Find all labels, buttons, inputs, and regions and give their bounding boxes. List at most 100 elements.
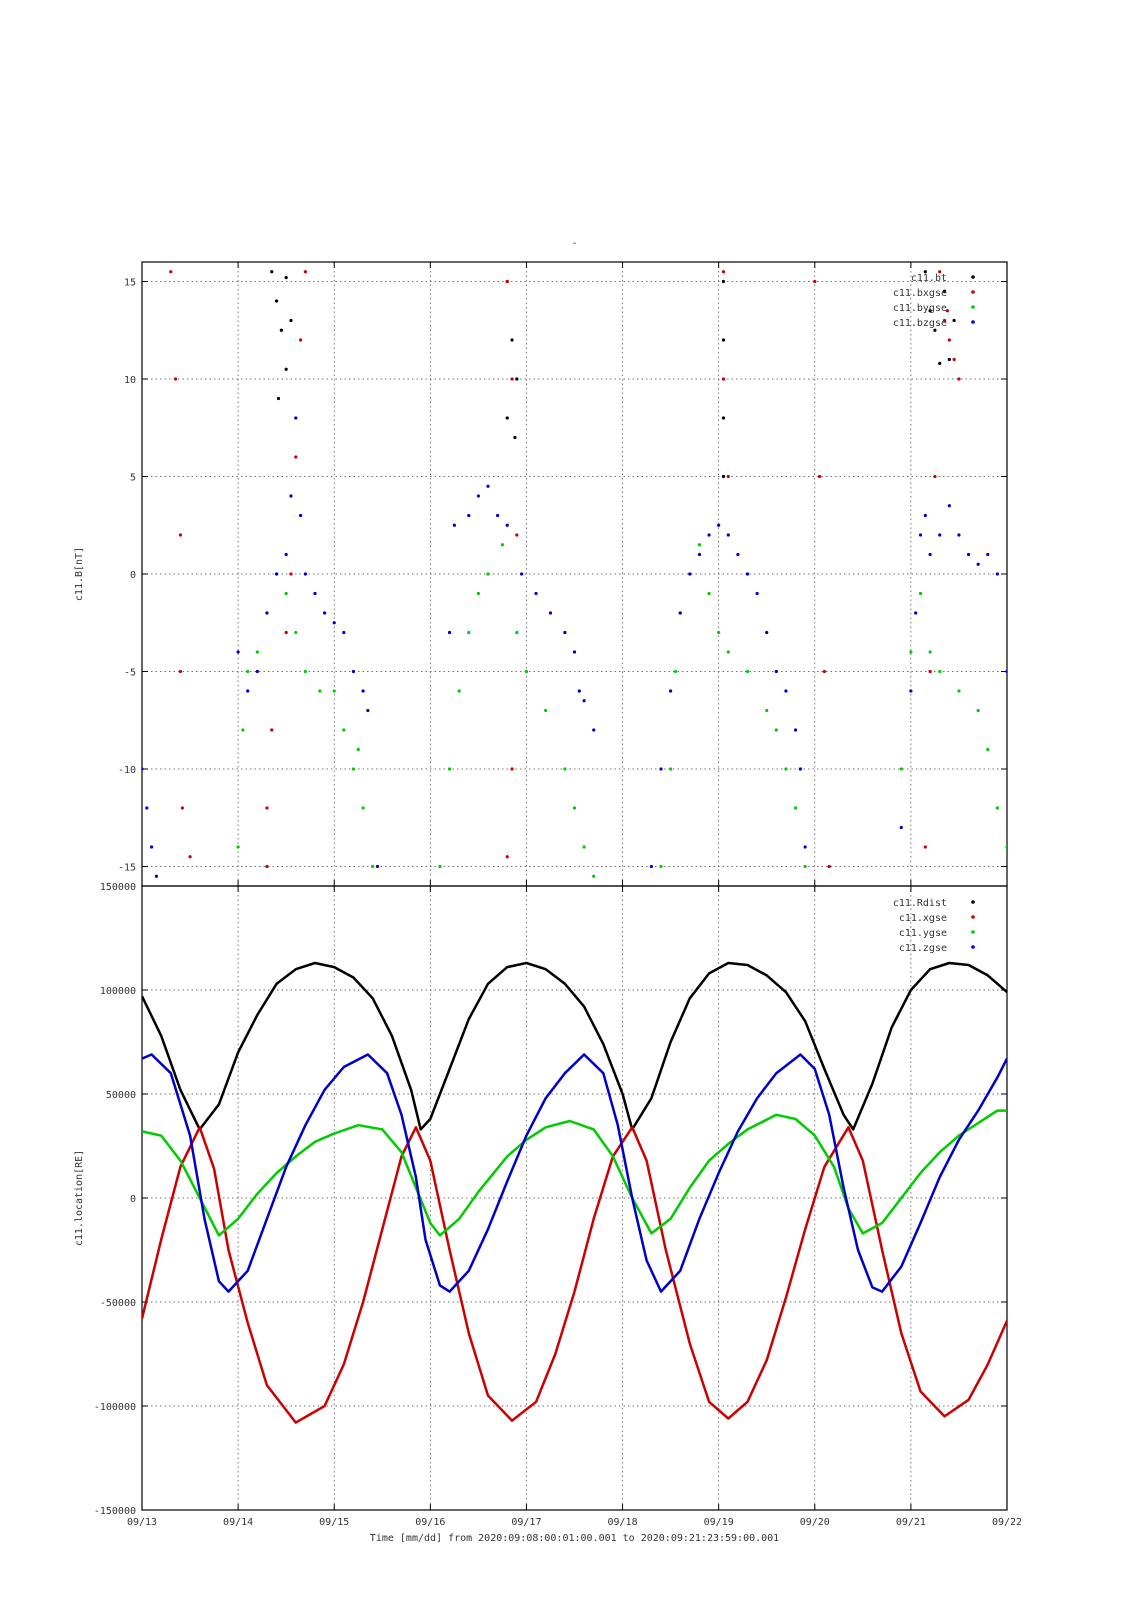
figure-title: - xyxy=(571,238,577,249)
data-point-c11-bxgse xyxy=(303,270,307,274)
data-point-c11-bt xyxy=(933,328,937,332)
legend-label: c11.bzgse xyxy=(893,318,947,329)
data-point-c11-bygse xyxy=(1005,845,1007,849)
data-point-c11-bygse xyxy=(899,767,903,771)
data-point-c11-bygse xyxy=(515,630,519,635)
data-point-c11-bxgse xyxy=(721,377,726,381)
data-point-c11-bzgse xyxy=(957,533,961,537)
data-point-c11-bzgse xyxy=(966,552,971,557)
data-point-c11-bt xyxy=(289,318,293,323)
legend-label: c11.bt xyxy=(911,273,947,284)
data-point-c11-bygse xyxy=(659,864,663,869)
data-point-c11-bygse xyxy=(351,767,356,771)
data-point-c11-bzgse xyxy=(534,591,538,596)
data-point-c11-bzgse xyxy=(520,572,524,576)
data-point-c11-bygse xyxy=(793,806,798,810)
data-point-c11-bygse xyxy=(438,864,442,869)
data-point-c11-bt xyxy=(513,435,517,440)
data-point-c11-bt xyxy=(276,396,281,401)
data-point-c11-bzgse xyxy=(803,845,807,849)
y-tick-label: 50000 xyxy=(106,1090,136,1101)
data-point-c11-bygse xyxy=(544,708,548,713)
data-point-c11-bzgse xyxy=(995,572,999,576)
series-line-c11-ygse xyxy=(142,1109,1007,1237)
data-point-c11-bygse xyxy=(765,708,769,713)
legend-label: c11.xgse xyxy=(899,913,947,924)
x-tick-label: 09/13 xyxy=(127,1517,157,1528)
data-point-c11-bt xyxy=(274,299,279,303)
data-point-c11-bt xyxy=(515,377,519,381)
legend-label: c11.bygse xyxy=(893,303,947,314)
y-tick-label: -10 xyxy=(118,765,136,776)
data-point-c11-bzgse xyxy=(717,523,721,527)
data-point-c11-bxgse xyxy=(827,864,831,869)
legend-label: c11.Rdist xyxy=(893,898,947,909)
data-layer xyxy=(142,270,1007,878)
data-point-c11-bxgse xyxy=(505,855,509,859)
data-point-c11-bygse xyxy=(726,650,730,654)
y-tick-label: -5 xyxy=(124,668,136,679)
data-point-c11-bzgse xyxy=(332,621,336,625)
data-point-c11-bzgse xyxy=(928,552,932,557)
data-point-c11-bxgse xyxy=(938,270,942,274)
data-point-c11-bzgse xyxy=(467,513,471,518)
data-point-c11-bygse xyxy=(669,767,673,771)
legend-marker xyxy=(971,915,975,919)
data-point-c11-bygse xyxy=(318,689,322,693)
x-tick-label: 09/15 xyxy=(319,1517,349,1528)
data-point-c11-bzgse xyxy=(298,513,303,518)
data-point-c11-bzgse xyxy=(563,630,567,635)
data-point-c11-bxgse xyxy=(947,338,951,342)
data-point-c11-bygse xyxy=(457,689,461,693)
data-point-c11-bt xyxy=(279,328,283,332)
data-point-c11-bxgse xyxy=(817,474,822,479)
y-axis-title: c11.location[RE] xyxy=(74,1150,85,1246)
data-point-c11-bzgse xyxy=(947,504,951,508)
x-tick-label: 09/21 xyxy=(896,1517,926,1528)
data-point-c11-bygse xyxy=(717,630,721,635)
data-point-c11-bzgse xyxy=(236,650,240,654)
data-point-c11-bzgse xyxy=(736,552,740,557)
data-point-c11-bzgse xyxy=(486,484,490,488)
x-tick-label: 09/17 xyxy=(511,1517,541,1528)
x-tick-label: 09/14 xyxy=(223,1517,253,1528)
data-point-c11-bzgse xyxy=(323,611,327,615)
data-point-c11-bxgse xyxy=(178,669,183,674)
data-point-c11-bzgse xyxy=(726,533,730,537)
data-point-c11-bzgse xyxy=(755,591,759,596)
data-point-c11-bzgse xyxy=(145,806,149,810)
data-point-c11-bxgse xyxy=(174,377,178,381)
data-point-c11-bzgse xyxy=(577,689,581,693)
data-point-c11-bzgse xyxy=(289,494,293,498)
data-point-c11-bzgse xyxy=(142,767,144,771)
data-point-c11-bygse xyxy=(697,543,702,547)
data-point-c11-bzgse xyxy=(548,611,553,615)
data-point-c11-bygse xyxy=(673,669,678,674)
data-point-c11-bzgse xyxy=(899,825,903,830)
legend-marker xyxy=(971,930,975,934)
data-point-c11-bzgse xyxy=(697,552,702,557)
data-point-c11-bzgse xyxy=(774,669,778,674)
data-point-c11-bygse xyxy=(774,728,778,732)
data-point-c11-bygse xyxy=(246,669,250,674)
data-point-c11-bt xyxy=(952,318,956,323)
legend-marker xyxy=(971,290,975,294)
data-point-c11-bzgse xyxy=(447,630,452,635)
data-point-c11-bxgse xyxy=(813,279,817,284)
data-point-c11-bxgse xyxy=(923,845,927,849)
data-point-c11-bygse xyxy=(909,650,913,654)
data-point-c11-bxgse xyxy=(721,270,726,274)
data-point-c11-bygse xyxy=(524,669,529,674)
data-point-c11-bygse xyxy=(371,864,375,869)
data-point-c11-bxgse xyxy=(957,377,961,381)
data-point-c11-bt xyxy=(505,416,509,420)
data-point-c11-bzgse xyxy=(938,533,942,537)
data-point-c11-bygse xyxy=(467,630,471,635)
data-point-c11-bygse xyxy=(294,630,298,635)
data-point-c11-bzgse xyxy=(918,533,923,537)
data-point-c11-bygse xyxy=(303,669,307,674)
y-tick-label: -150000 xyxy=(94,1506,136,1517)
x-tick-label: 09/16 xyxy=(415,1517,445,1528)
series-line-c11-Rdist xyxy=(142,961,1007,1131)
data-point-c11-bygse xyxy=(563,767,567,771)
